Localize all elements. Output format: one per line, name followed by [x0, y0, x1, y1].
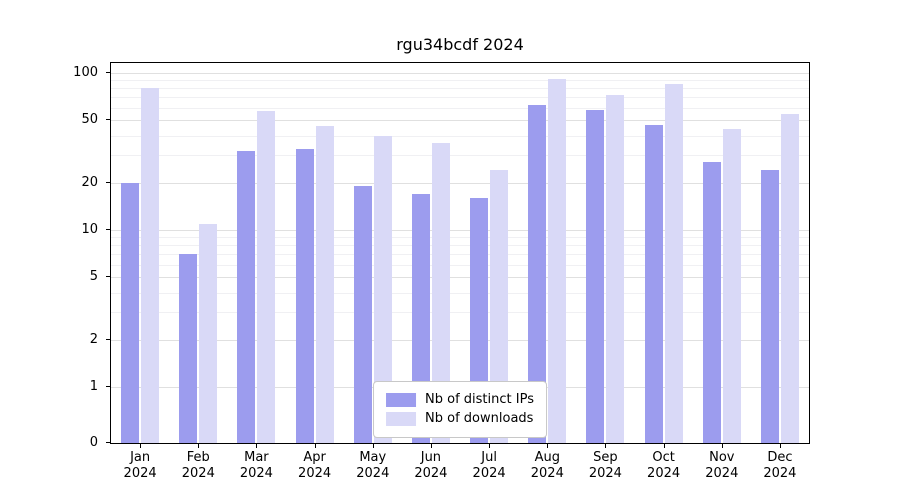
gridline-major	[111, 73, 809, 74]
bar-distinct-ips	[702, 162, 721, 443]
x-tick-mark	[198, 444, 200, 448]
y-axis-labels: 0 1 2 5 10 20 50 100	[0, 62, 110, 450]
x-tick-label: May 2024	[356, 450, 390, 481]
x-tick-mark	[372, 444, 374, 448]
bar-downloads	[722, 129, 741, 443]
gridline-major	[111, 120, 809, 122]
gridline-minor	[111, 88, 809, 90]
gridline-minor	[111, 107, 809, 109]
bar-downloads	[548, 78, 567, 443]
gridline-major	[111, 277, 809, 279]
y-tick-mark	[106, 181, 110, 183]
y-tick-mark	[106, 229, 110, 230]
x-tick-label: Jul 2024	[472, 450, 506, 481]
x-tick-mark	[314, 444, 316, 448]
y-tick-label: 2	[89, 331, 98, 347]
bar-downloads	[606, 95, 625, 443]
x-tick-label: Apr 2024	[298, 450, 332, 481]
bar-distinct-ips	[237, 150, 256, 443]
bar-downloads	[373, 135, 392, 443]
x-tick-label: Nov 2024	[705, 450, 739, 481]
x-tick-mark	[779, 444, 781, 448]
gridline-minor	[111, 80, 809, 82]
chart-title: rgu34bcdf 2024	[396, 35, 524, 54]
gridline-minor	[111, 292, 809, 294]
x-tick-label: Dec 2024	[763, 450, 797, 481]
y-tick-mark	[106, 442, 110, 443]
x-tick-mark	[605, 444, 607, 448]
bar-distinct-ips	[760, 170, 779, 443]
bar-distinct-ips	[121, 182, 140, 443]
x-tick-label: Feb 2024	[181, 450, 215, 481]
plot-area: Nb of distinct IPs Nb of downloads	[110, 62, 810, 444]
x-tick-mark	[721, 444, 723, 448]
bar-downloads	[199, 223, 218, 443]
x-tick-label: Jun 2024	[414, 450, 448, 481]
x-axis-labels: Jan 2024 Feb 2024 Mar 2024 Apr 2024 May 2024 Jun 20…	[111, 450, 809, 486]
bar-downloads	[257, 111, 276, 443]
x-tick-mark	[663, 444, 665, 448]
x-tick-label: Aug 2024	[530, 450, 564, 481]
gridline-major	[111, 230, 809, 231]
y-tick-label: 20	[81, 174, 98, 190]
x-tick-mark	[489, 444, 491, 448]
bar-distinct-ips	[528, 104, 547, 443]
bar-downloads	[490, 170, 509, 443]
gridline-minor	[111, 155, 809, 157]
legend-label: Nb of distinct IPs	[425, 392, 534, 407]
y-tick-label: 100	[73, 65, 98, 80]
gridline-major	[111, 339, 809, 341]
gridline-minor	[111, 245, 809, 247]
gridline-major	[111, 182, 809, 184]
x-tick-label: Mar 2024	[239, 450, 273, 481]
x-tick-mark	[256, 444, 258, 448]
gridline-minor	[111, 97, 809, 99]
x-tick-mark	[430, 444, 432, 448]
y-tick-mark	[106, 386, 110, 387]
y-tick-label: 0	[89, 435, 98, 450]
bar-downloads	[780, 113, 799, 443]
bar-distinct-ips	[353, 186, 372, 443]
bar-downloads	[315, 125, 334, 443]
x-tick-label: Jan 2024	[123, 450, 157, 481]
bar-distinct-ips	[644, 124, 663, 443]
y-tick-mark	[106, 276, 110, 278]
bar-distinct-ips	[179, 254, 198, 443]
bar-downloads	[141, 88, 160, 443]
y-tick-label: 50	[81, 112, 98, 128]
gridline-minor	[111, 254, 809, 256]
y-tick-mark	[106, 338, 110, 340]
bar-distinct-ips	[411, 193, 430, 443]
gridline-minor	[111, 135, 809, 137]
bar-downloads	[664, 84, 683, 443]
legend-swatch-downloads	[386, 412, 417, 426]
bar-downloads	[431, 142, 450, 443]
gridline-minor	[111, 264, 809, 266]
x-tick-mark	[140, 444, 142, 448]
y-tick-label: 10	[81, 222, 98, 237]
y-tick-label: 5	[89, 269, 98, 285]
bar-distinct-ips	[586, 110, 605, 443]
legend-item: Nb of distinct IPs	[386, 392, 534, 408]
x-tick-mark	[547, 444, 549, 448]
legend: Nb of distinct IPs Nb of downloads	[373, 381, 547, 438]
x-axis-ticks	[111, 444, 809, 449]
legend-label: Nb of downloads	[425, 411, 534, 426]
gridline-minor	[111, 237, 809, 239]
x-tick-label: Oct 2024	[647, 450, 681, 481]
y-tick-label: 1	[89, 379, 98, 394]
gridline-minor	[111, 312, 809, 314]
legend-swatch-distinct-ips	[386, 393, 417, 407]
bar-distinct-ips	[295, 148, 314, 443]
legend-item: Nb of downloads	[386, 411, 534, 427]
y-tick-mark	[106, 72, 110, 73]
x-tick-label: Sep 2024	[588, 450, 622, 481]
y-tick-mark	[106, 119, 110, 121]
